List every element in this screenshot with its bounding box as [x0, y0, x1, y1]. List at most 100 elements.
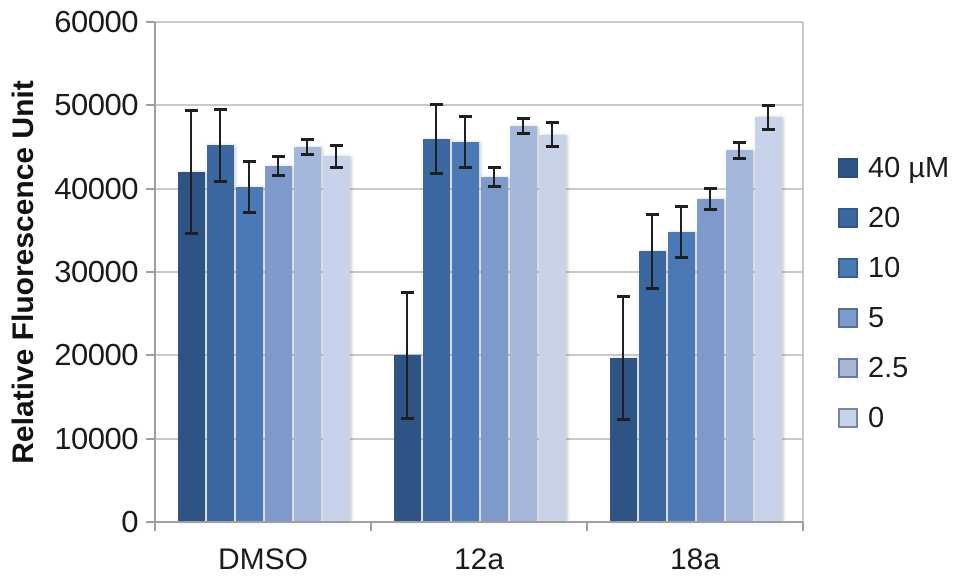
- error-bar-line: [435, 103, 437, 174]
- legend-swatch-icon: [838, 408, 858, 428]
- error-bar-cap-top: [300, 137, 314, 141]
- error-bar-cap-bottom: [616, 417, 630, 421]
- error-bar-line: [551, 122, 553, 147]
- legend-swatch-icon: [838, 158, 858, 178]
- legend-item-2.5: 2.5: [838, 351, 949, 385]
- y-tick-label-20000: 20000: [54, 337, 138, 373]
- error-bar-line: [738, 142, 740, 159]
- bar-DMSO-5: [264, 166, 292, 522]
- error-bar-cap-top: [645, 212, 659, 216]
- error-bar-cap-bottom: [300, 153, 314, 157]
- legend-label: 0: [868, 401, 885, 434]
- x-axis-tick-2: [586, 522, 588, 531]
- error-bar-cap-bottom: [703, 207, 717, 211]
- legend-item-10: 10: [838, 251, 949, 285]
- error-bar-line: [767, 104, 769, 130]
- error-bar-cap-bottom: [242, 210, 256, 214]
- legend-swatch-icon: [838, 308, 858, 328]
- x-axis-tick-1: [370, 522, 372, 531]
- legend-item-20: 20: [838, 201, 949, 235]
- legend-item-5: 5: [838, 301, 949, 335]
- y-axis-tick-60000: [146, 21, 155, 23]
- plot-area: [155, 21, 803, 522]
- error-bar-cap-top: [616, 295, 630, 299]
- legend-swatch-icon: [838, 208, 858, 228]
- error-bar-line: [277, 156, 279, 177]
- error-bar-line: [493, 167, 495, 187]
- y-axis-tick-20000: [146, 354, 155, 357]
- y-axis-tick-50000: [146, 104, 155, 107]
- y-tick-label-50000: 50000: [54, 87, 138, 123]
- gridline-20000: [155, 354, 803, 357]
- error-bar-line: [709, 187, 711, 210]
- error-bar-cap-bottom: [213, 180, 227, 183]
- error-bar-cap-top: [732, 141, 746, 144]
- bar-12a-10: [451, 142, 479, 522]
- error-bar-line: [335, 144, 337, 168]
- error-bar-cap-bottom: [429, 171, 443, 175]
- bar-DMSO-10: [235, 187, 263, 522]
- error-bar-cap-top: [487, 166, 501, 169]
- error-bar-line: [680, 206, 682, 258]
- gridline-10000: [155, 437, 803, 440]
- error-bar-cap-bottom: [516, 132, 530, 136]
- legend-label: 5: [868, 301, 885, 334]
- error-bar-line: [190, 110, 192, 234]
- y-axis-tick-10000: [146, 437, 155, 440]
- bar-12a-0: [538, 134, 566, 522]
- bar-12a-2.5: [509, 126, 537, 522]
- error-bar-cap-top: [242, 160, 256, 164]
- plot-right-border: [802, 22, 804, 522]
- error-bar-cap-bottom: [545, 145, 559, 148]
- legend-item-40µM: 40 µM: [838, 151, 949, 185]
- error-bar-cap-top: [329, 143, 343, 147]
- legend-swatch-icon: [838, 258, 858, 278]
- error-bar-cap-bottom: [271, 174, 285, 178]
- gridline-30000: [155, 271, 803, 273]
- error-bar-cap-top: [213, 107, 227, 111]
- error-bar-cap-bottom: [400, 416, 414, 420]
- error-bar-cap-bottom: [674, 255, 688, 259]
- bar-18a-5: [696, 198, 724, 522]
- legend-label: 2.5: [868, 351, 909, 384]
- bar-DMSO-2.5: [293, 147, 321, 522]
- x-axis-line: [146, 521, 803, 523]
- legend-label: 20: [868, 201, 901, 234]
- error-bar-line: [306, 138, 308, 156]
- gridline-40000: [155, 187, 803, 190]
- y-axis-tick-30000: [146, 271, 155, 273]
- x-category-label-DMSO: DMSO: [218, 543, 308, 576]
- error-bar-cap-bottom: [329, 165, 343, 169]
- error-bar-cap-top: [545, 121, 559, 124]
- y-tick-label-40000: 40000: [54, 170, 138, 206]
- error-bar-cap-bottom: [645, 286, 659, 290]
- error-bar-cap-top: [184, 109, 198, 113]
- legend-item-0: 0: [838, 401, 949, 435]
- error-bar-line: [464, 116, 466, 168]
- legend-swatch-icon: [838, 358, 858, 378]
- error-bar-cap-bottom: [761, 127, 775, 131]
- bar-12a-20: [422, 138, 450, 522]
- error-bar-line: [522, 118, 524, 135]
- y-tick-label-0: 0: [121, 504, 138, 539]
- bar-18a-2.5: [725, 150, 753, 522]
- error-bar-line: [622, 296, 624, 420]
- error-bar-cap-bottom: [184, 231, 198, 235]
- error-bar-cap-top: [703, 186, 717, 190]
- error-bar-cap-bottom: [487, 185, 501, 188]
- error-bar-cap-top: [400, 291, 414, 294]
- legend-label: 40 µM: [868, 151, 950, 184]
- y-axis-line: [154, 22, 156, 524]
- error-bar-cap-top: [516, 117, 530, 121]
- gridline-60000: [155, 21, 803, 23]
- error-bar-cap-top: [458, 115, 472, 119]
- legend-label: 10: [868, 251, 901, 284]
- error-bar-cap-bottom: [732, 156, 746, 160]
- y-axis-tick-40000: [146, 187, 155, 190]
- bar-DMSO-0: [322, 156, 350, 522]
- bar-18a-0: [754, 117, 782, 522]
- x-category-label-12a: 12a: [453, 543, 505, 576]
- error-bar-line: [406, 292, 408, 419]
- gridline-50000: [155, 104, 803, 107]
